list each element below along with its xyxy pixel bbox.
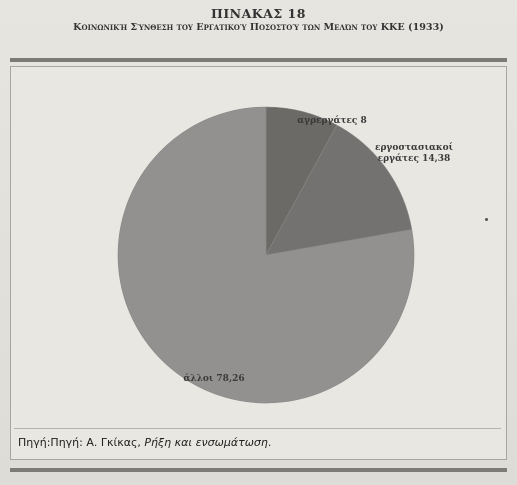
- pie-label-2-line-2: εργάτες 14,38: [378, 153, 451, 164]
- source-divider: [14, 428, 501, 429]
- pie-slice-3: [117, 106, 415, 404]
- table-label: ΠΙΝΑΚΑΣ 18: [211, 6, 306, 21]
- scan-speck: [485, 218, 488, 221]
- pie-label-3: άλλοι 78,26: [183, 373, 244, 384]
- source-prefix: Πηγή:Πηγή: Α. Γκίκας,: [18, 436, 145, 449]
- source-suffix: .: [267, 436, 272, 449]
- source-note: Πηγή:Πηγή: Α. Γκίκας, Ρήξη και ενσωμάτωσ…: [18, 436, 271, 449]
- pie-label-2: εργοστασιακοί εργάτες 14,38: [375, 142, 453, 164]
- pie-label-1: αγρεργάτες 8: [297, 115, 367, 126]
- source-title: Ρήξη και ενσωμάτωση: [144, 436, 268, 449]
- bottom-rule: [10, 468, 507, 472]
- chart-subtitle: Κοινωνική Σύνθεση του Εργατικού Ποσοστού…: [73, 22, 444, 33]
- pie-slice-2: [265, 124, 413, 256]
- pie-label-2-line-1: εργοστασιακοί: [375, 142, 453, 153]
- top-rule: [10, 58, 507, 62]
